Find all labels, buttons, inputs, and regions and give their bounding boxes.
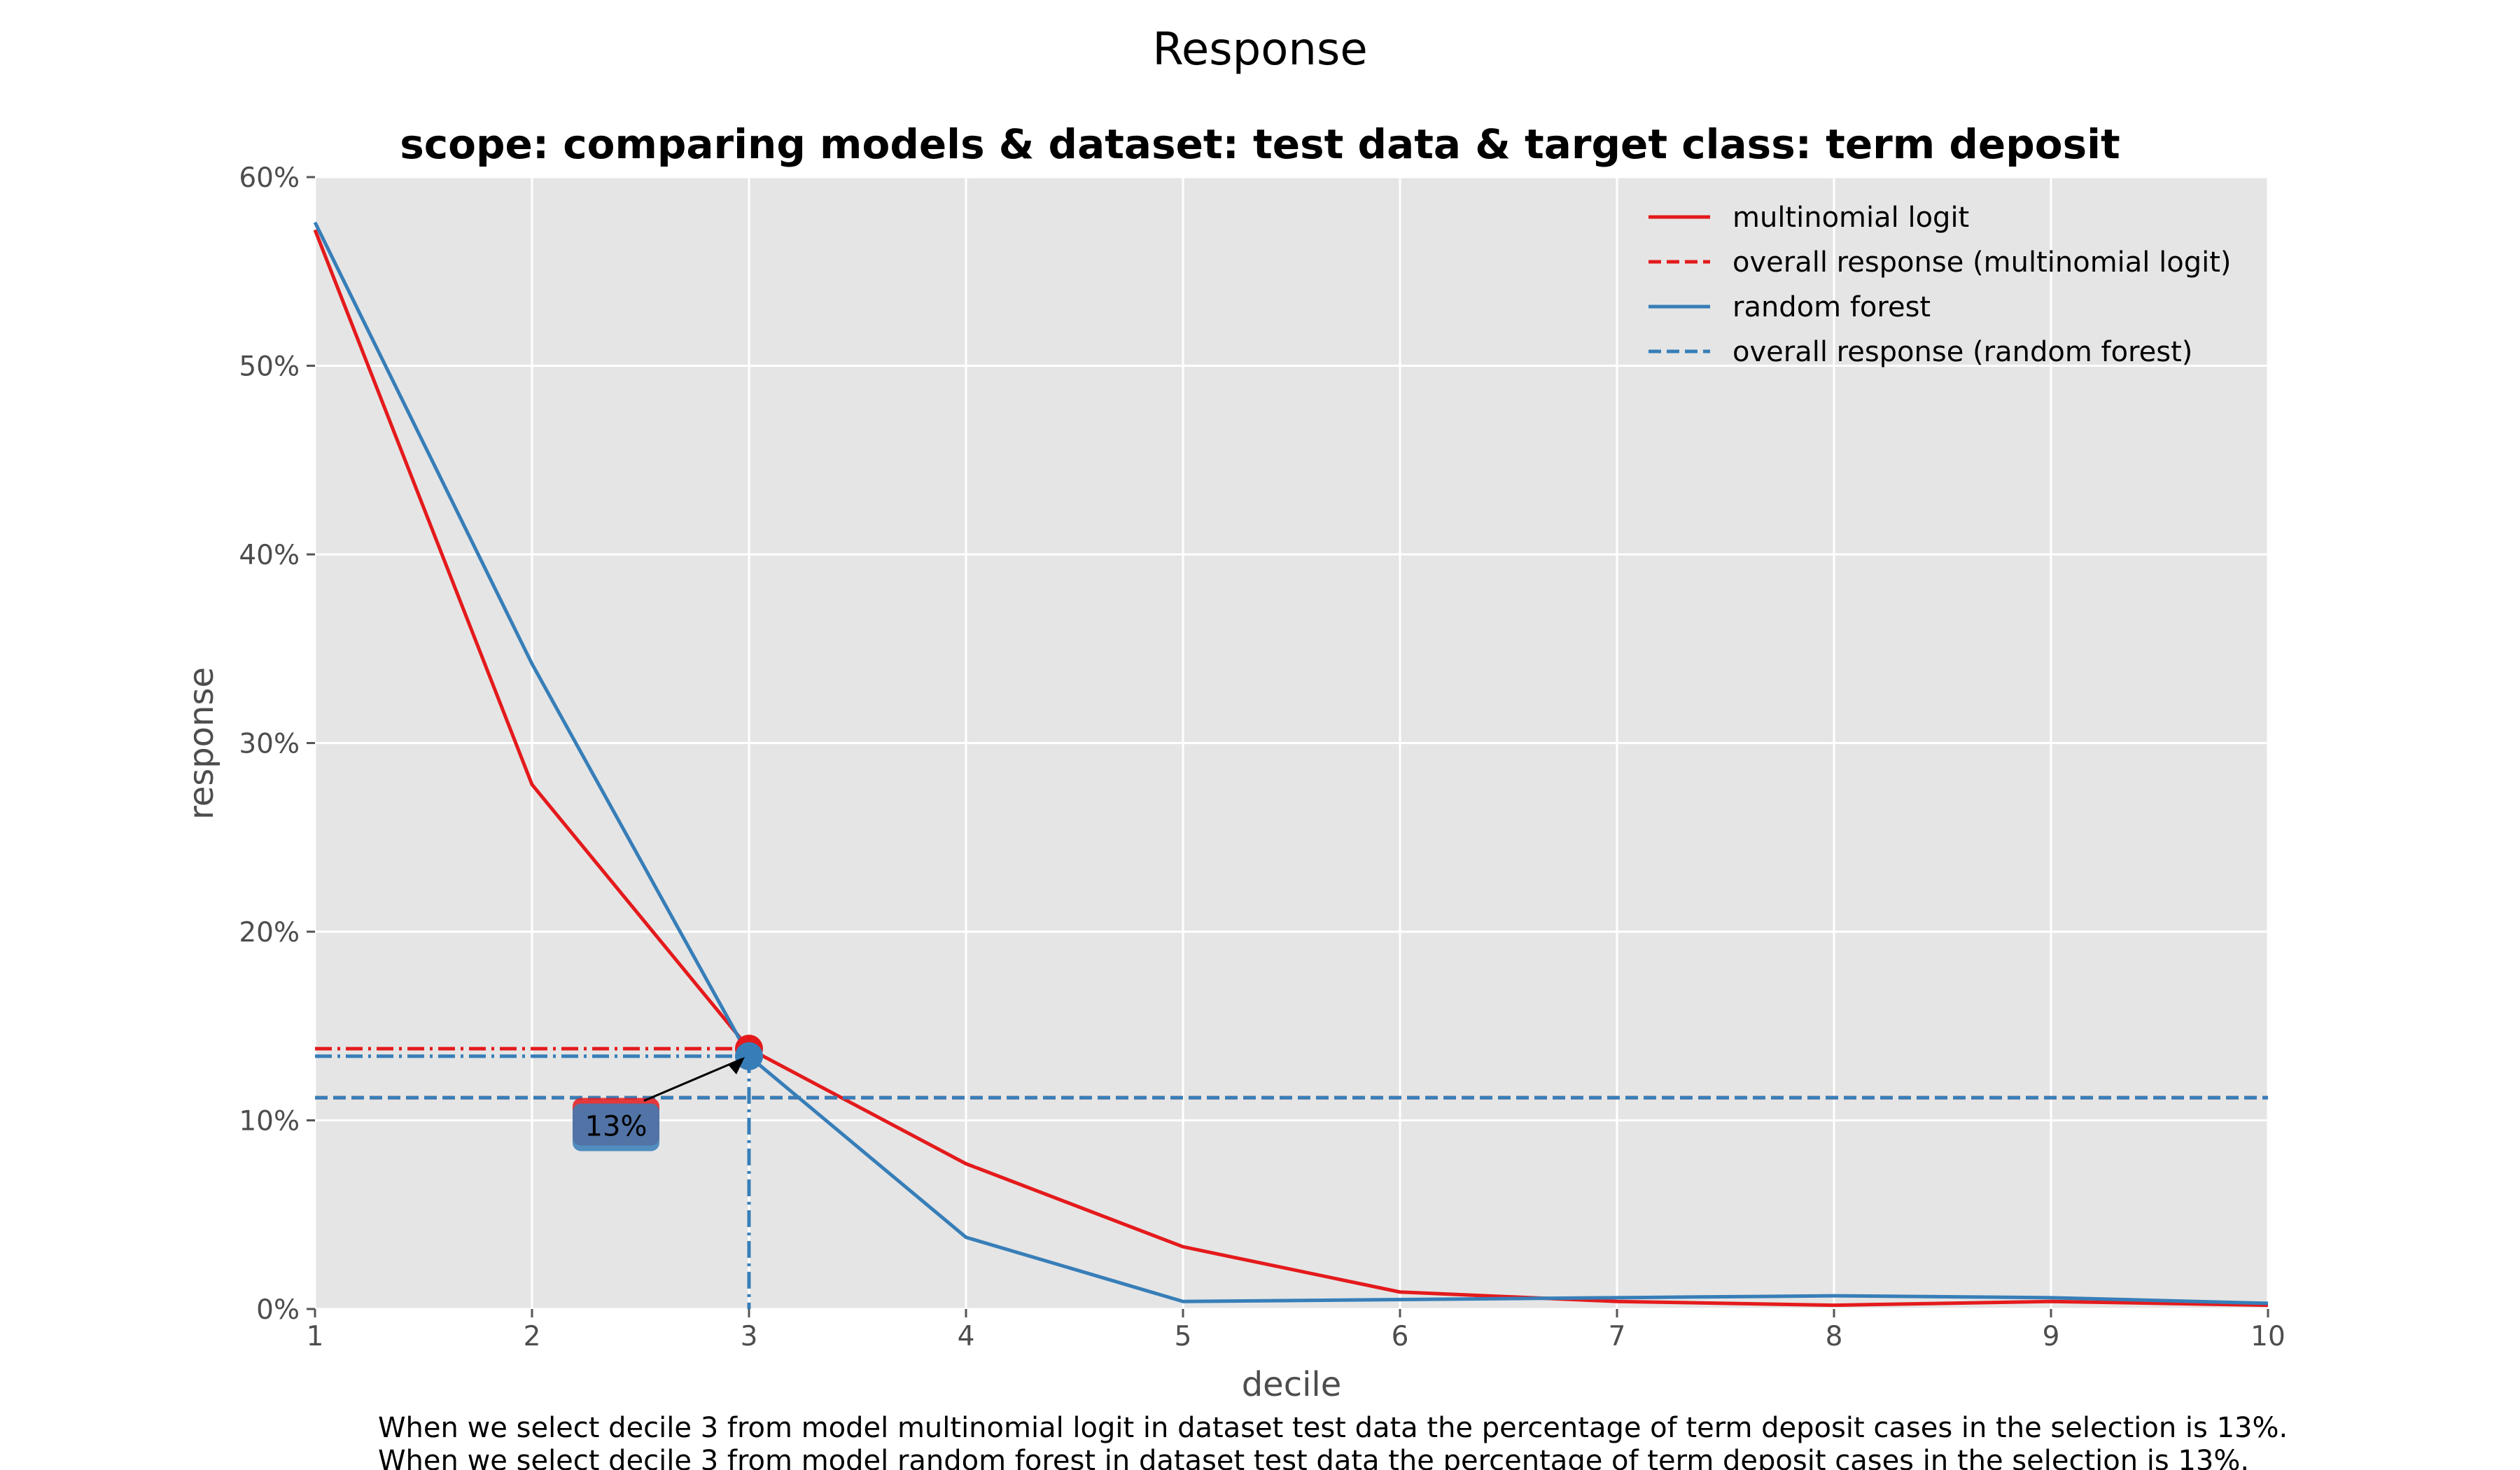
grid-lines: [314, 176, 2269, 1310]
highlight-layer: 13%: [315, 1035, 763, 1309]
y-tick-label: 0%: [256, 1294, 300, 1326]
y-tick-label: 50%: [239, 351, 300, 383]
x-tick-label: 8: [1826, 1321, 1843, 1352]
x-tick-label: 1: [307, 1321, 324, 1352]
x-tick-label: 2: [524, 1321, 541, 1352]
x-tick-label: 9: [2043, 1321, 2060, 1352]
y-tick-label: 30%: [239, 729, 300, 760]
legend: multinomial logit overall response (multi…: [1648, 202, 2232, 368]
legend-label: multinomial logit: [1732, 202, 1969, 234]
annotation-box-forest: [573, 1103, 659, 1152]
chart-title: scope: comparing models & dataset: test …: [400, 120, 2120, 168]
legend-label: overall response (multinomial logit): [1732, 246, 2232, 279]
y-axis-label: response: [182, 667, 221, 820]
x-tick-label: 6: [1392, 1321, 1409, 1352]
caption-line-2: When we select decile 3 from model rando…: [378, 1445, 2249, 1470]
series-line-random-forest: [313, 221, 2269, 1306]
annotation-arrow: [643, 1058, 743, 1102]
y-tick-label: 10%: [239, 1106, 300, 1138]
y-tick-label: 60%: [239, 162, 300, 194]
axis-ticks: 1 2 3 4 5 6 7 8 9 10 0% 10% 20% 30% 40% 50% 60%: [239, 162, 2286, 1352]
x-tick-label: 10: [2250, 1321, 2286, 1352]
highlight-marker: [735, 1042, 763, 1070]
series-lines: [313, 221, 2269, 1308]
annotation-arrowhead: [728, 1056, 745, 1074]
y-tick-label: 20%: [239, 917, 300, 948]
y-tick-label: 40%: [239, 540, 300, 571]
series-line-multinomial-logit: [313, 229, 2269, 1308]
annotation-label: 13%: [585, 1111, 648, 1143]
x-tick-label: 5: [1175, 1321, 1192, 1352]
x-tick-label: 7: [1609, 1321, 1626, 1352]
legend-label: random forest: [1732, 291, 1931, 323]
figure-title: Response: [1152, 24, 1367, 76]
caption-line-1: When we select decile 3 from model multi…: [378, 1412, 2288, 1444]
x-tick-label: 4: [958, 1321, 975, 1352]
x-axis-label: decile: [1242, 1365, 1342, 1404]
legend-label: overall response (random forest): [1732, 336, 2192, 368]
x-tick-label: 3: [741, 1321, 758, 1352]
